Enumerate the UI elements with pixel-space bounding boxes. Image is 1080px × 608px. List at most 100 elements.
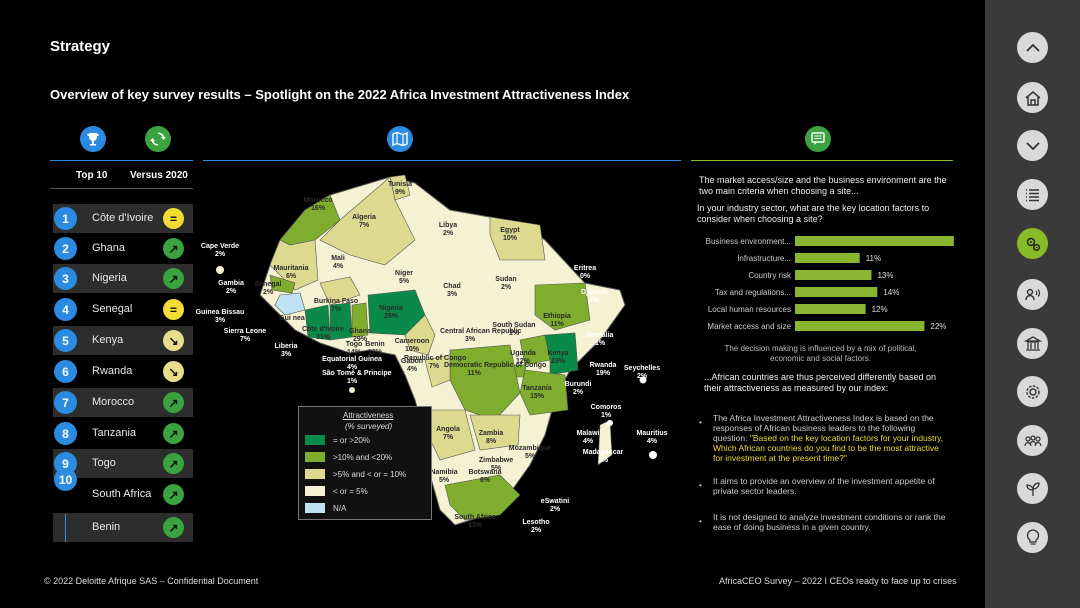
map-label-country: Comoros [590, 404, 622, 411]
bullet-2: It aims to provide an overview of the in… [713, 476, 935, 496]
map-label: Eritrea 0% [555, 265, 615, 281]
map-label-value: 11% [467, 370, 481, 377]
map-label: Lesotho 2% [506, 519, 566, 535]
map-label-country: Cape Verde [200, 243, 240, 250]
country-name: Nigeria [92, 272, 127, 284]
map-label-value: 13% [367, 349, 382, 356]
map-label: Tanzania 15% [507, 385, 567, 401]
map-label-country: Liberia [274, 343, 298, 350]
map-label-country: Togo [345, 341, 363, 348]
map-label-value: 7% [358, 222, 370, 229]
map-label: Cape Verde 2% [190, 243, 250, 259]
ranking-row: Benin ↗ [53, 513, 193, 542]
lightbulb-icon[interactable] [1017, 522, 1048, 553]
map-label: Uganda 12% [493, 350, 553, 366]
chat-icon [805, 126, 831, 152]
ranking-row: 6 Rwanda ↘ [53, 357, 193, 386]
rank-badge: 5 [54, 329, 77, 352]
map-label-country: Kenya [547, 350, 569, 357]
col-header-versus: Versus 2020 [130, 170, 188, 181]
rank-badge: 1 [54, 207, 77, 230]
bar-value-label: 22% [930, 322, 946, 331]
bar-value-label: 11% [866, 254, 881, 263]
map-label-value: 3% [446, 291, 458, 298]
country-name: Kenya [92, 334, 124, 346]
trend-down-icon: ↘ [163, 361, 184, 382]
map-label-value: 2% [597, 457, 609, 464]
map-label-country: Gabon [400, 358, 424, 365]
island-mauritius [649, 451, 657, 459]
map-label-country: South Africa [454, 514, 496, 521]
map-label: Burkina Faso 7% [306, 298, 366, 314]
chevron-up-icon[interactable] [1017, 32, 1048, 63]
ranking-row: 1 Côte d'Ivoire = [53, 204, 193, 233]
map-label-value: 19% [595, 370, 610, 377]
map-label-country: Niger [395, 270, 413, 277]
bar-category-label: Country risk [748, 271, 792, 280]
country-name: Ghana [92, 242, 126, 254]
plant-icon[interactable] [1017, 473, 1048, 504]
map-label-country: Gui nea [279, 315, 305, 322]
question-text: In your industry sector, what are the ke… [697, 203, 930, 224]
map-label: Guinea Bissau 3% [190, 309, 250, 325]
map-label-value: 7% [442, 434, 454, 441]
africa-map [216, 174, 657, 526]
legend-item: >10% and <20% [305, 452, 392, 462]
rank-badge: 8 [54, 422, 77, 445]
map-label-value: 1% [346, 378, 358, 385]
map-label-country: Botswana [468, 469, 502, 476]
list-icon[interactable] [1017, 179, 1048, 210]
map-label: Cameroon 10% [382, 338, 442, 354]
map-label-value: 2% [636, 373, 648, 380]
country-name: Côte d'Ivoire [92, 212, 154, 224]
map-label: Morocco 16% [288, 197, 348, 213]
bar-category-label: Local human resources [708, 305, 791, 314]
map-label-value: 3% [214, 317, 226, 324]
map-label-country: Algeria [352, 214, 376, 221]
map-label-country: Senegal [254, 281, 282, 288]
island-seychelles [639, 376, 647, 384]
rank-badge: 10 [54, 468, 77, 491]
perception-text: ...African countries are thus perceived … [704, 372, 936, 393]
bar-value-label: 13% [877, 271, 893, 280]
map-label-country: Democratic Republic of Congo [444, 362, 547, 369]
map-label-value: 16% [310, 205, 325, 212]
map-label: Somalia 1% [570, 332, 630, 348]
region-tanzania [519, 369, 569, 416]
legend-swatch [305, 435, 325, 445]
settings-icon[interactable] [1017, 376, 1048, 407]
map-label-country: Republic of Congo [404, 355, 467, 362]
chevron-down-icon[interactable] [1017, 130, 1048, 161]
map-label: Gui nea [262, 315, 322, 323]
country-name: Benin [92, 521, 121, 533]
country-name: Togo [92, 457, 116, 469]
gears-icon[interactable] [1017, 228, 1048, 259]
map-label: Mozambique 5% [500, 445, 560, 461]
map-label: Sierra Leone 7% [215, 328, 275, 344]
region-ethiopia [534, 282, 591, 331]
map-label: Madagascar 2% [573, 449, 633, 465]
page-title: Strategy [50, 38, 111, 55]
people-icon[interactable] [1017, 425, 1048, 456]
map-label-value: 2% [588, 297, 600, 304]
map-label: Niger 5% [374, 270, 434, 286]
map-label-country: Somalia [586, 332, 614, 339]
map-label-value: 2% [442, 230, 454, 237]
map-label-value: 2% [572, 389, 584, 396]
bar-category-label: Tax and regulations... [715, 288, 791, 297]
bar [795, 321, 925, 331]
map-label-country: Namibia [430, 469, 458, 476]
map-label: Mauritius 4% [622, 430, 682, 446]
home-icon[interactable] [1017, 82, 1048, 113]
map-label-value: 4% [346, 364, 358, 371]
speaker-icon[interactable] [1017, 279, 1048, 310]
map-label-country: Egypt [500, 227, 520, 234]
bank-icon[interactable] [1017, 328, 1048, 359]
map-label: Mauritania 6% [261, 265, 321, 281]
region-guinea [274, 292, 306, 316]
rank-badge: 2 [54, 237, 77, 260]
map-label-value: 7% [428, 363, 440, 370]
island-cape-verde [216, 266, 224, 274]
trend-up-icon: ↗ [163, 453, 184, 474]
map-label-value: 2% [530, 527, 542, 534]
